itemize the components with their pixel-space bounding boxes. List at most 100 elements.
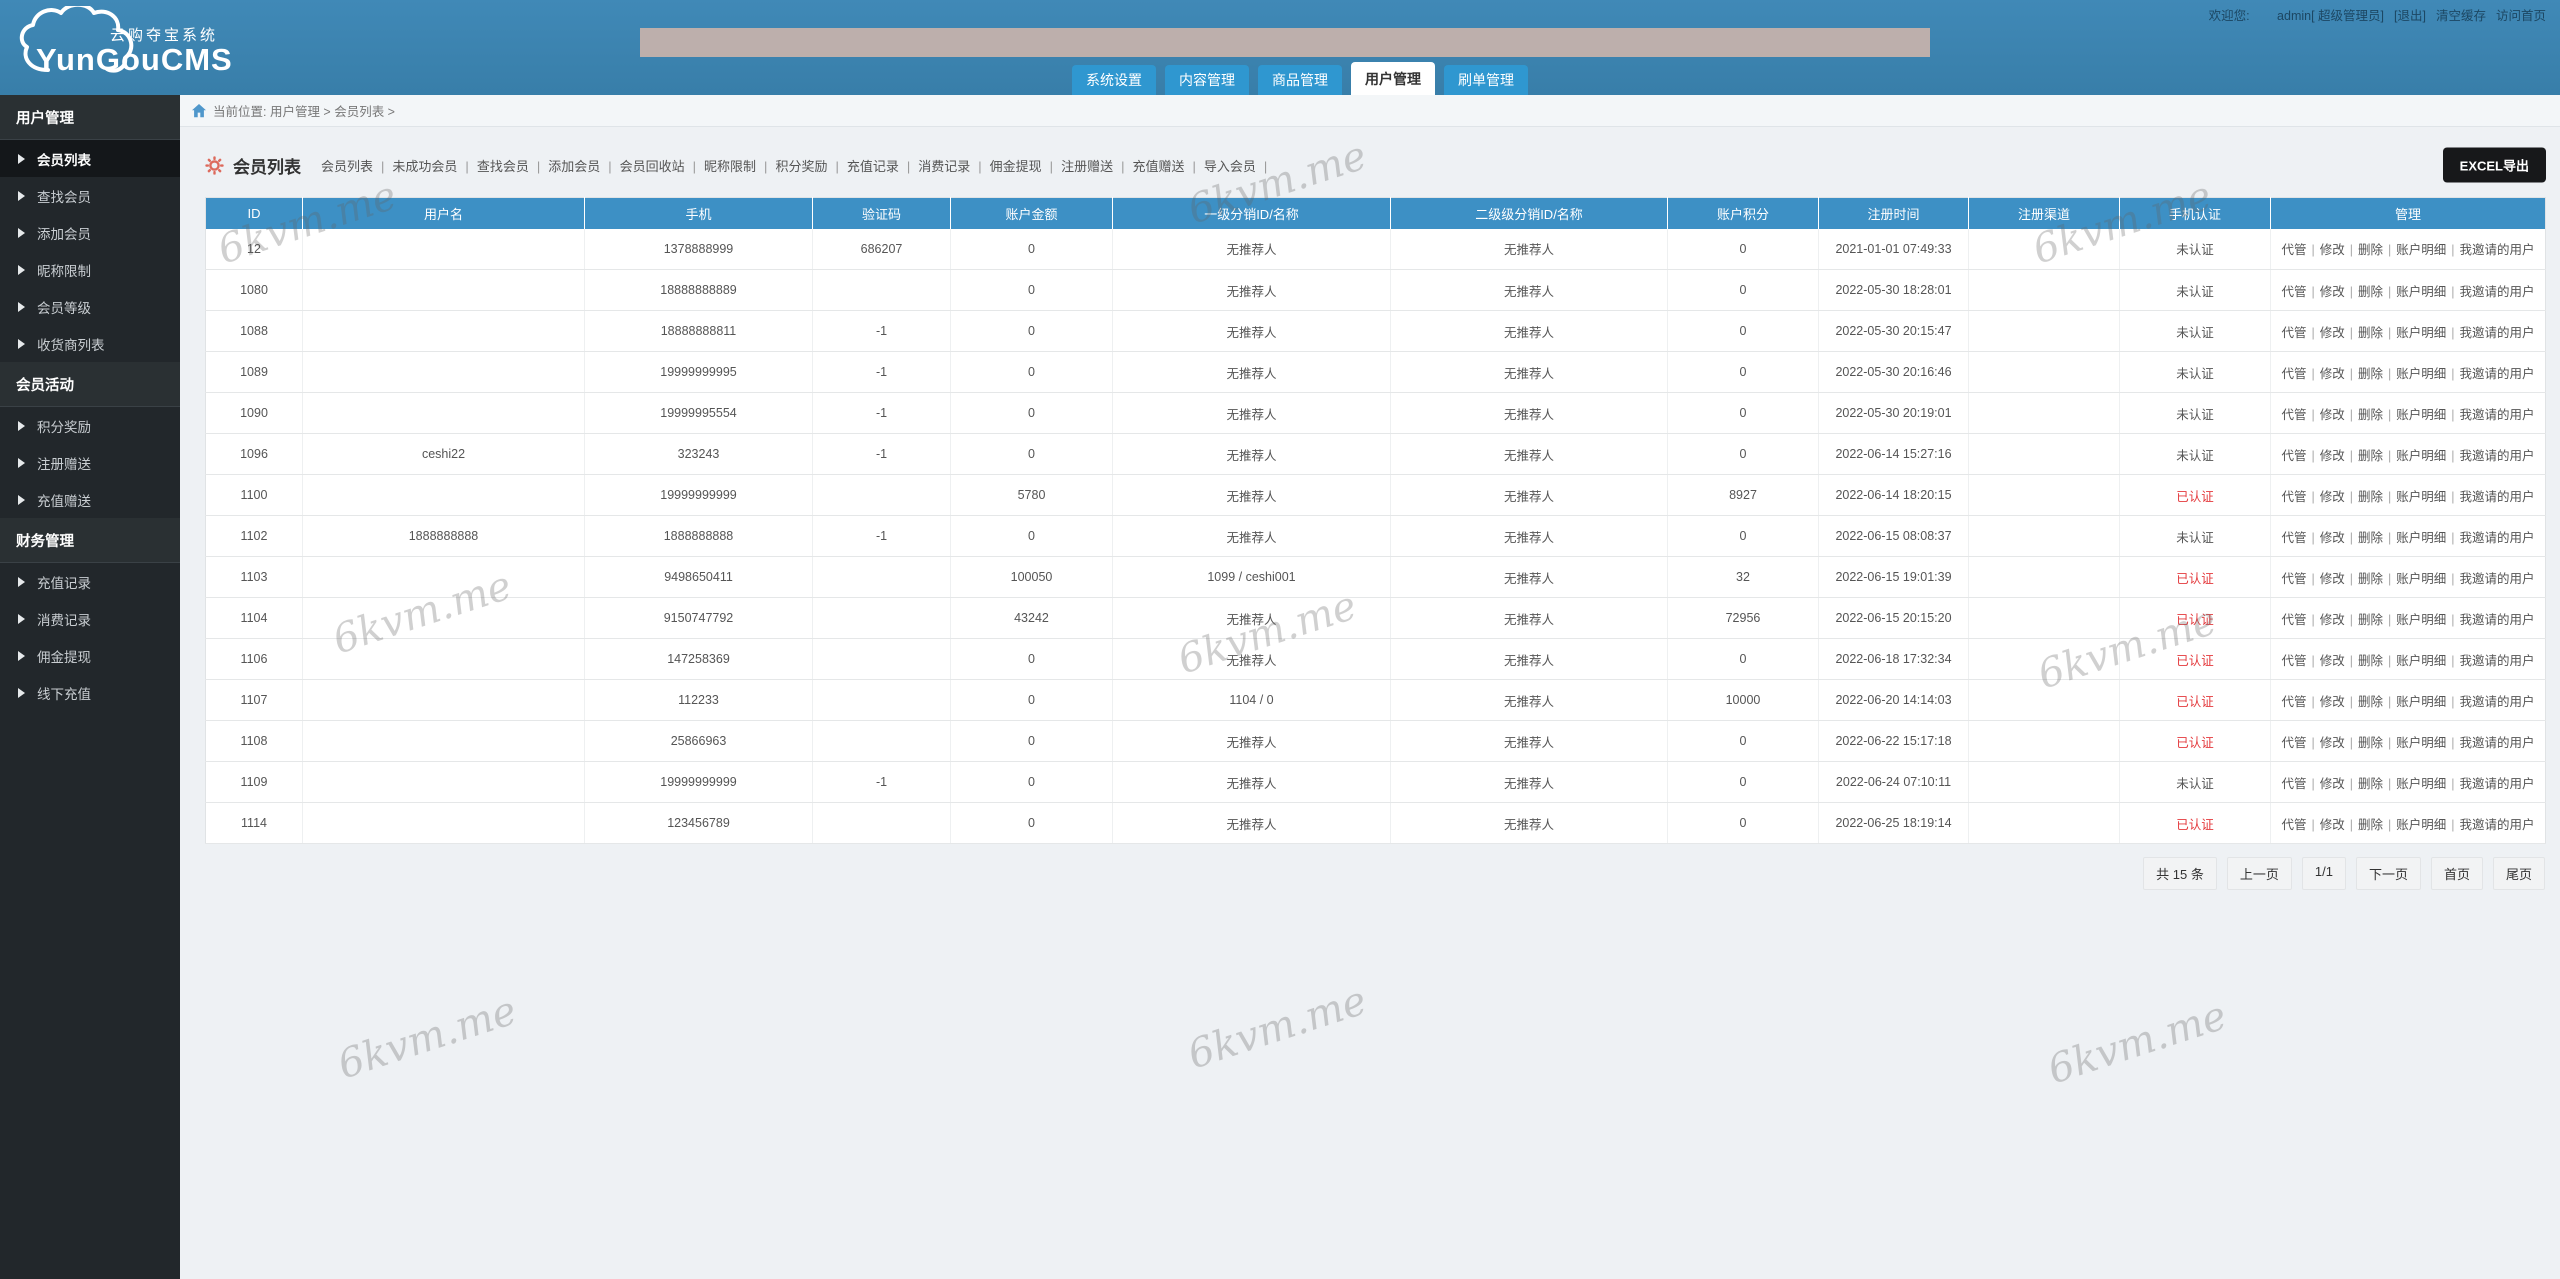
row-action-1[interactable]: 修改: [2319, 325, 2345, 340]
row-action-0[interactable]: 代管: [2281, 735, 2307, 750]
row-action-2[interactable]: 删除: [2357, 243, 2383, 258]
row-action-1[interactable]: 修改: [2319, 530, 2345, 545]
row-action-2[interactable]: 删除: [2357, 694, 2383, 709]
sidebar-item-积分奖励[interactable]: 积分奖励: [0, 407, 180, 444]
row-action-4[interactable]: 我邀请的用户: [2459, 243, 2535, 258]
row-action-3[interactable]: 账户明细: [2396, 612, 2447, 627]
row-action-1[interactable]: 修改: [2319, 653, 2345, 668]
row-action-4[interactable]: 我邀请的用户: [2459, 489, 2535, 504]
row-action-0[interactable]: 代管: [2281, 817, 2307, 832]
welcome-link-3[interactable]: 访问首页: [2495, 9, 2546, 23]
row-action-0[interactable]: 代管: [2281, 243, 2307, 258]
row-action-1[interactable]: 修改: [2319, 694, 2345, 709]
row-action-2[interactable]: 删除: [2357, 489, 2383, 504]
row-action-4[interactable]: 我邀请的用户: [2459, 571, 2535, 586]
row-action-0[interactable]: 代管: [2281, 325, 2307, 340]
toolbar-link-0[interactable]: 会员列表: [321, 158, 374, 174]
row-action-3[interactable]: 账户明细: [2396, 735, 2447, 750]
row-action-2[interactable]: 删除: [2357, 448, 2383, 463]
toolbar-link-11[interactable]: 充值赠送: [1132, 158, 1185, 174]
tab-用户管理[interactable]: 用户管理: [1351, 62, 1435, 95]
row-action-1[interactable]: 修改: [2319, 735, 2345, 750]
toolbar-link-3[interactable]: 添加会员: [548, 158, 601, 174]
row-action-4[interactable]: 我邀请的用户: [2459, 735, 2535, 750]
sidebar-item-线下充值[interactable]: 线下充值: [0, 674, 180, 711]
toolbar-link-12[interactable]: 导入会员: [1203, 158, 1256, 174]
toolbar-link-6[interactable]: 积分奖励: [775, 158, 828, 174]
row-action-3[interactable]: 账户明细: [2396, 489, 2447, 504]
toolbar-link-1[interactable]: 未成功会员: [392, 158, 458, 174]
row-action-0[interactable]: 代管: [2281, 407, 2307, 422]
row-action-4[interactable]: 我邀请的用户: [2459, 776, 2535, 791]
toolbar-link-7[interactable]: 充值记录: [846, 158, 899, 174]
row-action-0[interactable]: 代管: [2281, 694, 2307, 709]
row-action-3[interactable]: 账户明细: [2396, 571, 2447, 586]
row-action-1[interactable]: 修改: [2319, 448, 2345, 463]
row-action-3[interactable]: 账户明细: [2396, 366, 2447, 381]
toolbar-link-4[interactable]: 会员回收站: [619, 158, 685, 174]
page-current[interactable]: 1/1: [2301, 857, 2346, 890]
toolbar-link-9[interactable]: 佣金提现: [989, 158, 1042, 174]
row-action-3[interactable]: 账户明细: [2396, 817, 2447, 832]
sidebar-item-充值记录[interactable]: 充值记录: [0, 563, 180, 600]
row-action-1[interactable]: 修改: [2319, 243, 2345, 258]
sidebar-item-查找会员[interactable]: 查找会员: [0, 177, 180, 214]
row-action-4[interactable]: 我邀请的用户: [2459, 407, 2535, 422]
tab-刷单管理[interactable]: 刷单管理: [1444, 65, 1528, 95]
sidebar-item-收货商列表[interactable]: 收货商列表: [0, 325, 180, 362]
welcome-link-1[interactable]: [退出]: [2394, 9, 2426, 23]
row-action-4[interactable]: 我邀请的用户: [2459, 612, 2535, 627]
row-action-4[interactable]: 我邀请的用户: [2459, 448, 2535, 463]
row-action-1[interactable]: 修改: [2319, 366, 2345, 381]
toolbar-link-10[interactable]: 注册赠送: [1061, 158, 1114, 174]
sidebar-item-佣金提现[interactable]: 佣金提现: [0, 637, 180, 674]
row-action-4[interactable]: 我邀请的用户: [2459, 694, 2535, 709]
welcome-link-2[interactable]: 清空缓存: [2435, 9, 2486, 23]
excel-export-button[interactable]: EXCEL导出: [2442, 147, 2546, 183]
row-action-3[interactable]: 账户明细: [2396, 243, 2447, 258]
page-first[interactable]: 首页: [2430, 857, 2483, 890]
row-action-0[interactable]: 代管: [2281, 776, 2307, 791]
row-action-0[interactable]: 代管: [2281, 366, 2307, 381]
row-action-3[interactable]: 账户明细: [2396, 694, 2447, 709]
row-action-0[interactable]: 代管: [2281, 530, 2307, 545]
sidebar-item-昵称限制[interactable]: 昵称限制: [0, 251, 180, 288]
row-action-0[interactable]: 代管: [2281, 284, 2307, 299]
row-action-2[interactable]: 删除: [2357, 530, 2383, 545]
row-action-4[interactable]: 我邀请的用户: [2459, 530, 2535, 545]
tab-内容管理[interactable]: 内容管理: [1165, 65, 1249, 95]
sidebar-item-注册赠送[interactable]: 注册赠送: [0, 444, 180, 481]
row-action-4[interactable]: 我邀请的用户: [2459, 653, 2535, 668]
sidebar-item-充值赠送[interactable]: 充值赠送: [0, 481, 180, 518]
row-action-3[interactable]: 账户明细: [2396, 325, 2447, 340]
page-next[interactable]: 下一页: [2355, 857, 2421, 890]
row-action-2[interactable]: 删除: [2357, 571, 2383, 586]
row-action-4[interactable]: 我邀请的用户: [2459, 366, 2535, 381]
row-action-0[interactable]: 代管: [2281, 653, 2307, 668]
toolbar-link-2[interactable]: 查找会员: [476, 158, 529, 174]
row-action-3[interactable]: 账户明细: [2396, 530, 2447, 545]
row-action-3[interactable]: 账户明细: [2396, 448, 2447, 463]
row-action-4[interactable]: 我邀请的用户: [2459, 817, 2535, 832]
row-action-3[interactable]: 账户明细: [2396, 284, 2447, 299]
row-action-3[interactable]: 账户明细: [2396, 776, 2447, 791]
page-last[interactable]: 尾页: [2492, 857, 2545, 890]
row-action-4[interactable]: 我邀请的用户: [2459, 325, 2535, 340]
row-action-2[interactable]: 删除: [2357, 817, 2383, 832]
tab-商品管理[interactable]: 商品管理: [1258, 65, 1342, 95]
row-action-1[interactable]: 修改: [2319, 284, 2345, 299]
row-action-1[interactable]: 修改: [2319, 612, 2345, 627]
welcome-link-0[interactable]: admin[ 超级管理员]: [2277, 9, 2385, 23]
page-prev[interactable]: 上一页: [2226, 857, 2292, 890]
row-action-2[interactable]: 删除: [2357, 325, 2383, 340]
row-action-2[interactable]: 删除: [2357, 407, 2383, 422]
row-action-1[interactable]: 修改: [2319, 571, 2345, 586]
row-action-0[interactable]: 代管: [2281, 448, 2307, 463]
row-action-4[interactable]: 我邀请的用户: [2459, 284, 2535, 299]
row-action-1[interactable]: 修改: [2319, 489, 2345, 504]
sidebar-item-添加会员[interactable]: 添加会员: [0, 214, 180, 251]
toolbar-link-8[interactable]: 消费记录: [918, 158, 971, 174]
row-action-3[interactable]: 账户明细: [2396, 653, 2447, 668]
row-action-1[interactable]: 修改: [2319, 407, 2345, 422]
tab-系统设置[interactable]: 系统设置: [1072, 65, 1156, 95]
